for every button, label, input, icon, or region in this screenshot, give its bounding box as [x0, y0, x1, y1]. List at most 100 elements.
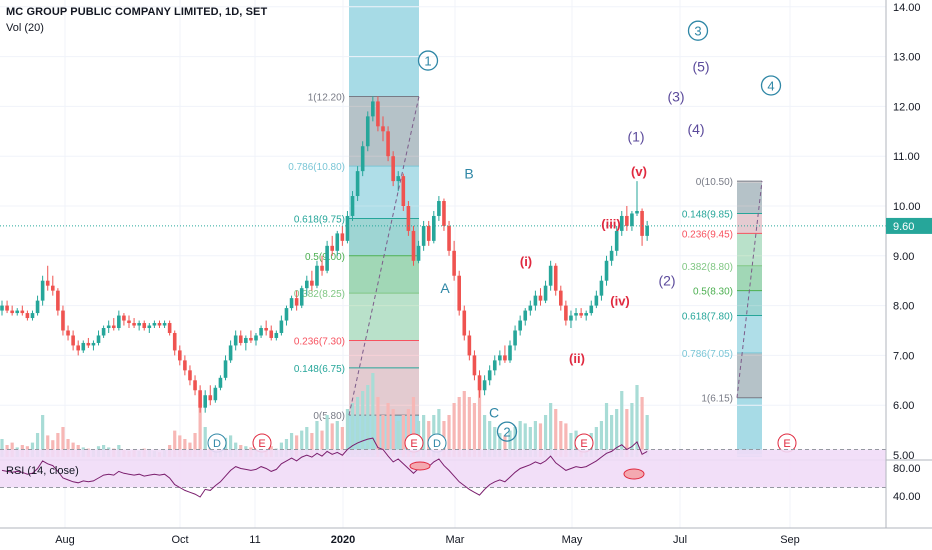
candle-body [528, 305, 533, 311]
candle-body [498, 355, 502, 361]
y-tick-label: 14.00 [893, 2, 921, 14]
volume-bar [483, 415, 487, 457]
candle-body [584, 313, 588, 316]
fib-zone [349, 340, 419, 368]
projection-line [736, 181, 763, 398]
candle-body [142, 323, 147, 329]
y-tick-label: 13.00 [893, 52, 921, 64]
volume-bar [498, 433, 502, 457]
wave-circle [496, 421, 518, 442]
candle-body [426, 225, 431, 241]
fib-zone [737, 352, 762, 398]
candle-body [609, 250, 614, 261]
candle-body [619, 215, 624, 231]
candle-body [569, 315, 573, 321]
rsi-overbought-marker [409, 461, 431, 471]
volume-bar [35, 433, 40, 457]
candle-body [244, 337, 248, 343]
candle-body [10, 310, 14, 314]
candle-body [594, 295, 599, 306]
candle-body [152, 323, 157, 326]
candle-body [71, 335, 75, 346]
candle-body [264, 328, 268, 331]
volume-bar [549, 403, 553, 457]
candle-body [533, 295, 538, 306]
candle-body [137, 323, 141, 326]
volume-bar [56, 433, 60, 457]
volume-bar [289, 433, 294, 457]
candle-body [66, 330, 70, 336]
candle-body [106, 325, 111, 329]
fib-level-label: 0.148(9.85) [682, 209, 733, 220]
y-tick-label: 9.00 [893, 251, 914, 263]
candle-body [20, 310, 25, 314]
volume-bar [391, 409, 395, 457]
candle-body [503, 355, 507, 361]
x-tick-label: Mar [446, 534, 465, 546]
candle-body [259, 328, 263, 336]
wave-label-minor: (i) [520, 254, 532, 269]
candle-body [249, 337, 253, 341]
candle-body [492, 360, 497, 371]
candle-body [76, 345, 80, 351]
volume-bar [472, 403, 477, 457]
fib-level-label: 0.236(9.45) [682, 229, 733, 240]
candle-body [218, 377, 223, 388]
candle-body [111, 325, 116, 329]
wave-label-intermediate: (1) [627, 128, 644, 144]
candle-body [254, 335, 258, 341]
candle-body [101, 328, 106, 336]
fib-level-label: 0(10.50) [696, 177, 733, 188]
candle-body [462, 310, 467, 336]
volume-bar [406, 409, 410, 457]
candle-body [635, 210, 639, 214]
candle-body [208, 395, 213, 401]
volume-legend: Vol (20) [6, 22, 44, 34]
volume-bar [315, 421, 319, 457]
rsi-overbought-marker [623, 468, 645, 480]
volume-bar [198, 403, 202, 457]
candle-body [269, 330, 274, 338]
candle-body [178, 350, 182, 361]
candle-body [477, 375, 482, 391]
fib-level-label: 0.786(7.05) [682, 349, 733, 360]
candle-body [310, 280, 314, 286]
wave-label-intermediate: (4) [687, 121, 704, 137]
candle-body [452, 250, 456, 276]
fib-level-label: 0.236(7.30) [294, 336, 345, 347]
candle-body [198, 390, 202, 408]
x-tick-label: Aug [55, 534, 75, 546]
volume-bar [640, 397, 644, 457]
volume-bar [340, 427, 344, 457]
candle-body [376, 101, 380, 127]
candle-body [15, 310, 20, 314]
volume-bar [61, 427, 65, 457]
wave-label-correction: C [489, 405, 499, 421]
candle-body [574, 313, 578, 316]
volume-bar [51, 440, 55, 457]
volume-bar [310, 433, 314, 457]
rsi-tick-label: 80.00 [893, 463, 921, 475]
candle-body [228, 345, 233, 361]
candle-body [630, 213, 634, 226]
wave-label-correction: B [464, 166, 473, 182]
volume-bar [422, 415, 426, 457]
candle-body [203, 395, 207, 408]
candle-body [345, 215, 350, 241]
fib-zone [737, 315, 762, 353]
fib-level-label: 0.5(9.00) [305, 252, 345, 263]
candle-body [350, 196, 355, 216]
fib-zone [737, 181, 762, 214]
wave-circle [760, 75, 782, 96]
volume-bar [564, 423, 568, 457]
event-marker-label: E [258, 438, 265, 450]
candle-body [0, 305, 4, 311]
volume-bar [457, 397, 461, 457]
volume-bar [625, 409, 629, 457]
candle-body [122, 315, 126, 321]
event-marker-label: D [213, 438, 221, 450]
candle-body [238, 335, 243, 343]
wave-label-primary: 4 [767, 78, 774, 93]
volume-bar [518, 421, 522, 457]
